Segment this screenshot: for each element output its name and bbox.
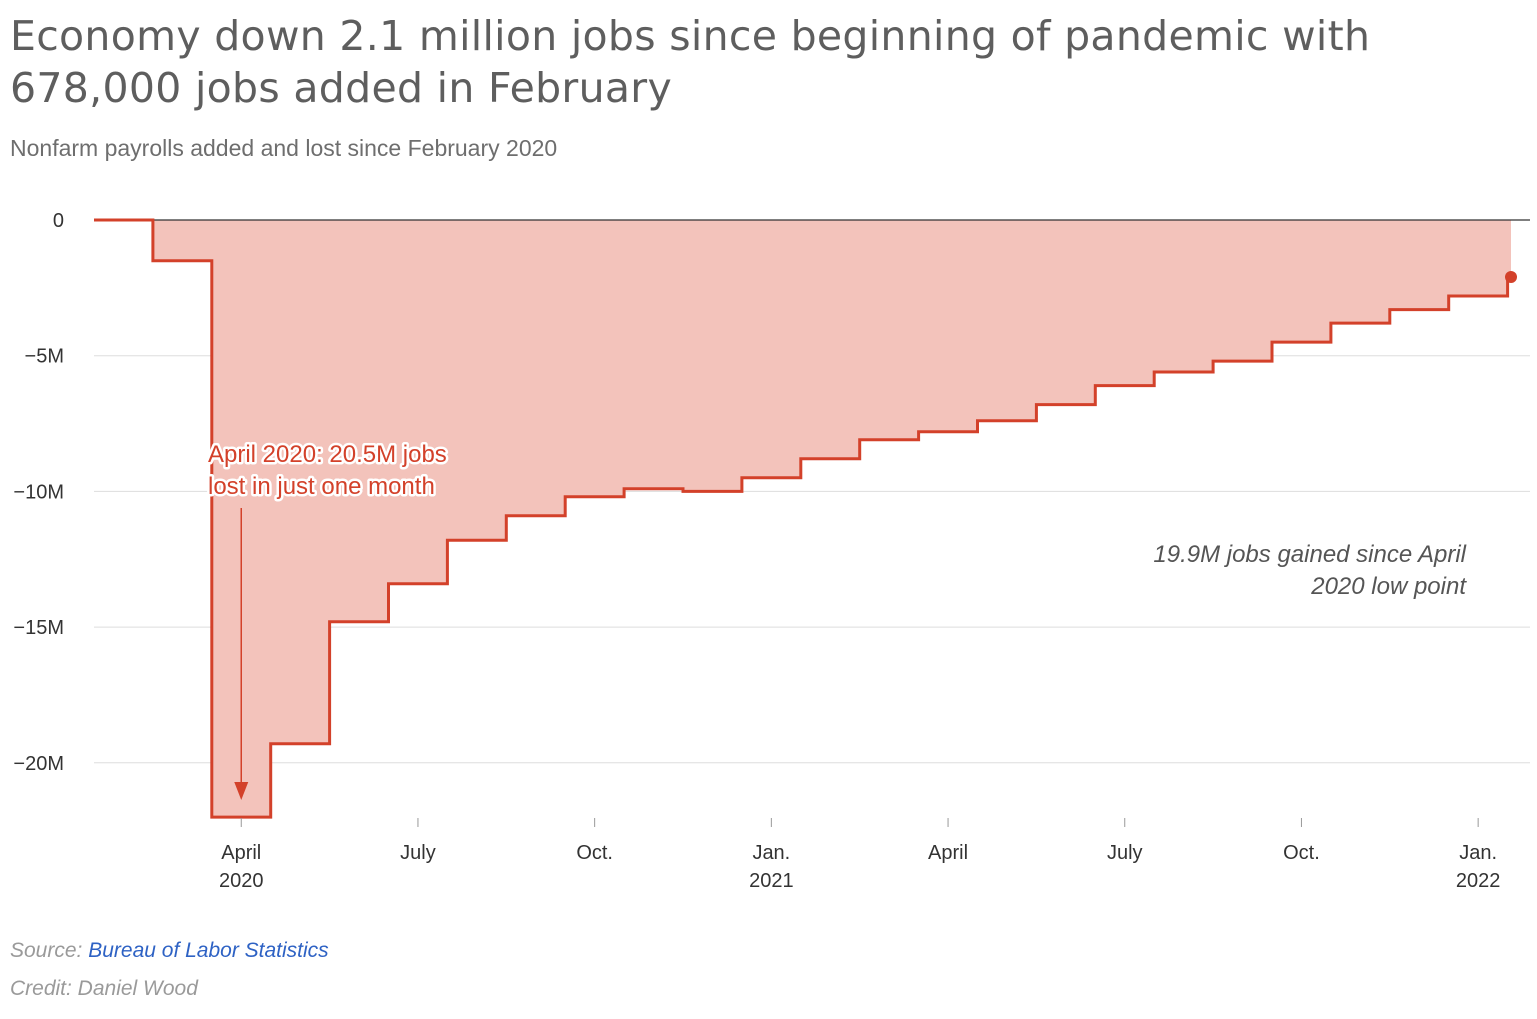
source-prefix: Source: — [10, 939, 89, 962]
job-loss-step-line — [94, 218, 1511, 819]
x-tick-label: Jan. — [752, 842, 790, 864]
annotations: April 2020: 20.5M jobs lost in just one … — [206, 439, 1467, 800]
y-axis-labels: 0 −5M −10M −15M −20M — [13, 210, 64, 775]
gain-annotation-line-2: 2020 low point — [1310, 573, 1467, 600]
job-loss-area — [94, 220, 1511, 818]
x-tick-label: July — [1107, 842, 1143, 864]
low-point-annotation-line-1: April 2020: 20.5M jobs — [208, 441, 447, 468]
x-tick-label: Oct. — [1283, 842, 1320, 864]
gain-annotation-line-1: 19.9M jobs gained since April — [1153, 541, 1466, 568]
payrolls-step-chart: 0 −5M −10M −15M −20M April 2020 July Oct. Jan. 20… — [13, 210, 1530, 892]
y-tick-label: −10M — [13, 481, 64, 503]
y-tick-label: −15M — [13, 617, 64, 639]
x-tick-year: 2021 — [749, 870, 794, 892]
y-tick-label: −5M — [25, 346, 64, 368]
x-tick-year: 2020 — [219, 870, 264, 892]
low-point-annotation-line-2: lost in just one month — [208, 473, 435, 500]
x-tick-label: July — [400, 842, 436, 864]
x-tick-label: Jan. — [1459, 842, 1497, 864]
chart-title: Economy down 2.1 million jobs since begi… — [10, 12, 1371, 112]
x-tick-label: Oct. — [576, 842, 613, 864]
y-tick-label: −20M — [13, 753, 64, 775]
latest-value-marker — [1505, 270, 1517, 283]
x-tick-year: 2022 — [1456, 870, 1501, 892]
x-axis-ticks: April 2020 July Oct. Jan. 2021 April July Oct. Ja… — [219, 818, 1500, 892]
source-note: Source: Bureau of Labor Statistics — [10, 939, 329, 963]
x-tick-label: April — [928, 842, 968, 864]
low-point-arrowhead — [234, 782, 249, 800]
x-tick-label: April — [221, 842, 261, 864]
source-link[interactable]: Bureau of Labor Statistics — [88, 939, 329, 962]
credit-note: Credit: Daniel Wood — [10, 977, 198, 1000]
chart-subtitle: Nonfarm payrolls added and lost since Fe… — [10, 135, 558, 161]
y-tick-label: 0 — [53, 210, 64, 232]
